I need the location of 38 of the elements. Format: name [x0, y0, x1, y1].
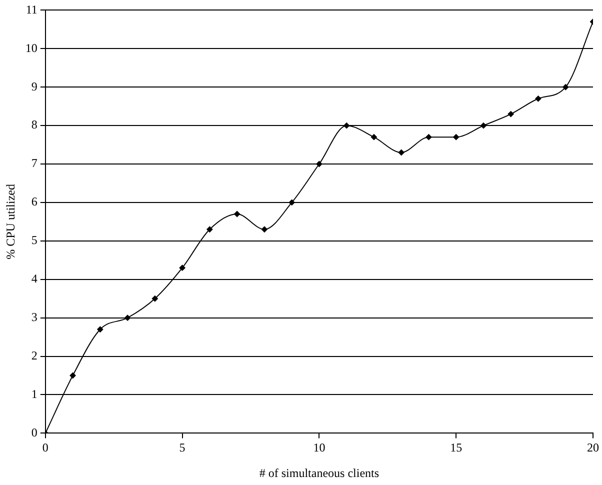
point [206, 226, 213, 232]
x-tick-label: 20 [587, 440, 599, 455]
point [179, 264, 186, 271]
point [480, 122, 486, 129]
x-tick-label: 5 [179, 440, 186, 455]
x-tick-label: 15 [450, 440, 462, 455]
y-tick-label: 3 [31, 310, 38, 324]
y-tick-label: 0 [31, 425, 38, 440]
x-axis-title: # of simultaneous clients [259, 466, 380, 480]
point [370, 134, 377, 140]
y-tick-label: 5 [31, 233, 38, 248]
point [152, 296, 158, 302]
point [344, 122, 350, 129]
point [288, 199, 295, 206]
point [508, 111, 514, 118]
y-tick-label: 2 [31, 348, 38, 362]
point [124, 314, 131, 321]
y-tick-label: 8 [31, 118, 38, 132]
point [426, 134, 432, 140]
point [234, 211, 240, 218]
y-tick-label: 11 [26, 2, 38, 16]
x-tick-label: 0 [42, 440, 48, 455]
point [398, 149, 404, 156]
y-tick-label: 6 [31, 194, 38, 209]
point [535, 96, 542, 102]
y-tick-label: 7 [31, 156, 38, 170]
y-tick-label: 4 [31, 272, 38, 286]
point [70, 372, 76, 379]
x-tick-label: 10 [313, 440, 326, 455]
point [97, 326, 104, 332]
point [453, 134, 460, 140]
y-tick-label: 1 [31, 386, 38, 401]
y-tick-label: 10 [25, 40, 38, 55]
y-tick-label: 9 [31, 79, 38, 94]
point [316, 161, 322, 168]
point [261, 226, 268, 232]
point [562, 84, 569, 90]
y-axis-title: % CPU utilized [3, 184, 18, 260]
